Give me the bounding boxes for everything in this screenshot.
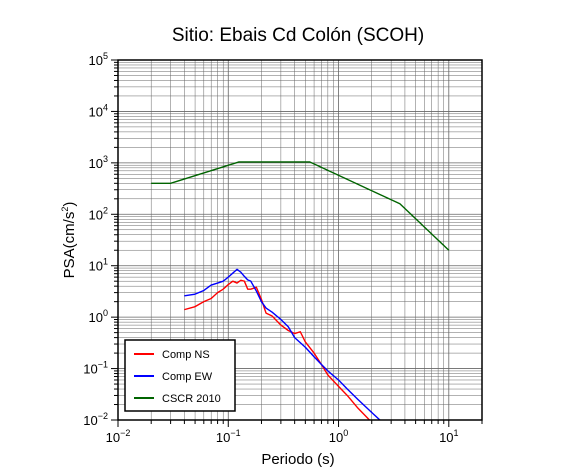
y-tick-label: 101: [89, 257, 108, 274]
x-tick-label-base: 10: [106, 430, 120, 445]
chart-title: Sitio: Ebais Cd Colón (SCOH): [172, 25, 424, 46]
y-tick-label-exponent: 5: [103, 51, 108, 61]
series-line-comp-ns: [184, 279, 371, 420]
x-tick-label-exponent: 0: [343, 428, 348, 438]
y-tick-label-base: 10: [83, 362, 97, 377]
y-tick-label: 10−1: [83, 360, 108, 377]
x-tick-label: 10−2: [106, 428, 131, 445]
x-tick-label-base: 10: [216, 430, 230, 445]
x-tick-label-exponent: −2: [120, 428, 130, 438]
y-tick-label: 10−2: [83, 411, 108, 428]
tick-mark-layer: [111, 59, 483, 427]
y-tick-label-exponent: −2: [98, 411, 108, 421]
y-tick-label: 100: [89, 308, 108, 325]
x-tick-label-base: 10: [439, 430, 453, 445]
legend-label-comp-ew: Comp EW: [162, 371, 213, 383]
y-tick-label-base: 10: [89, 156, 103, 171]
y-tick-label: 103: [89, 154, 108, 171]
y-tick-label-base: 10: [89, 207, 103, 222]
x-tick-label-exponent: 1: [454, 428, 459, 438]
y-axis-label-main: PSA(cm/s: [61, 212, 78, 279]
x-tick-label: 10−1: [216, 428, 241, 445]
y-tick-label-exponent: 1: [103, 257, 108, 267]
y-tick-label-base: 10: [89, 104, 103, 119]
y-tick-label-base: 10: [89, 310, 103, 325]
y-axis-label: PSA(cm/s2): [60, 202, 78, 279]
grid-layer: [117, 59, 483, 421]
x-tick-label-base: 10: [329, 430, 343, 445]
y-tick-label: 104: [89, 102, 108, 119]
y-tick-label-exponent: 4: [103, 102, 108, 112]
y-axis-label-close: ): [61, 202, 78, 207]
y-tick-label: 105: [89, 51, 108, 68]
series-line-comp-ew: [184, 268, 381, 420]
legend: Comp NS Comp EW CSCR 2010: [124, 339, 236, 412]
x-tick-label: 100: [329, 428, 348, 445]
y-tick-label-base: 10: [89, 259, 103, 274]
y-axis-label-exponent: 2: [60, 207, 70, 212]
y-tick-label-exponent: 0: [103, 308, 108, 318]
y-tick-label-base: 10: [89, 53, 103, 68]
legend-label-comp-ns: Comp NS: [162, 349, 210, 361]
plot-frame: [117, 59, 483, 421]
series-line-cscr-2010: [151, 161, 450, 251]
y-tick-label-exponent: 2: [103, 205, 108, 215]
y-tick-label-base: 10: [83, 413, 97, 428]
y-tick-label-exponent: 3: [103, 154, 108, 164]
x-axis-label: Periodo (s): [261, 451, 334, 468]
legend-label-cscr-2010: CSCR 2010: [162, 393, 221, 405]
x-tick-label: 101: [439, 428, 458, 445]
y-tick-label: 102: [89, 205, 108, 222]
x-tick-label-exponent: −1: [230, 428, 240, 438]
y-tick-label-exponent: −1: [98, 360, 108, 370]
series-layer: [151, 161, 450, 420]
